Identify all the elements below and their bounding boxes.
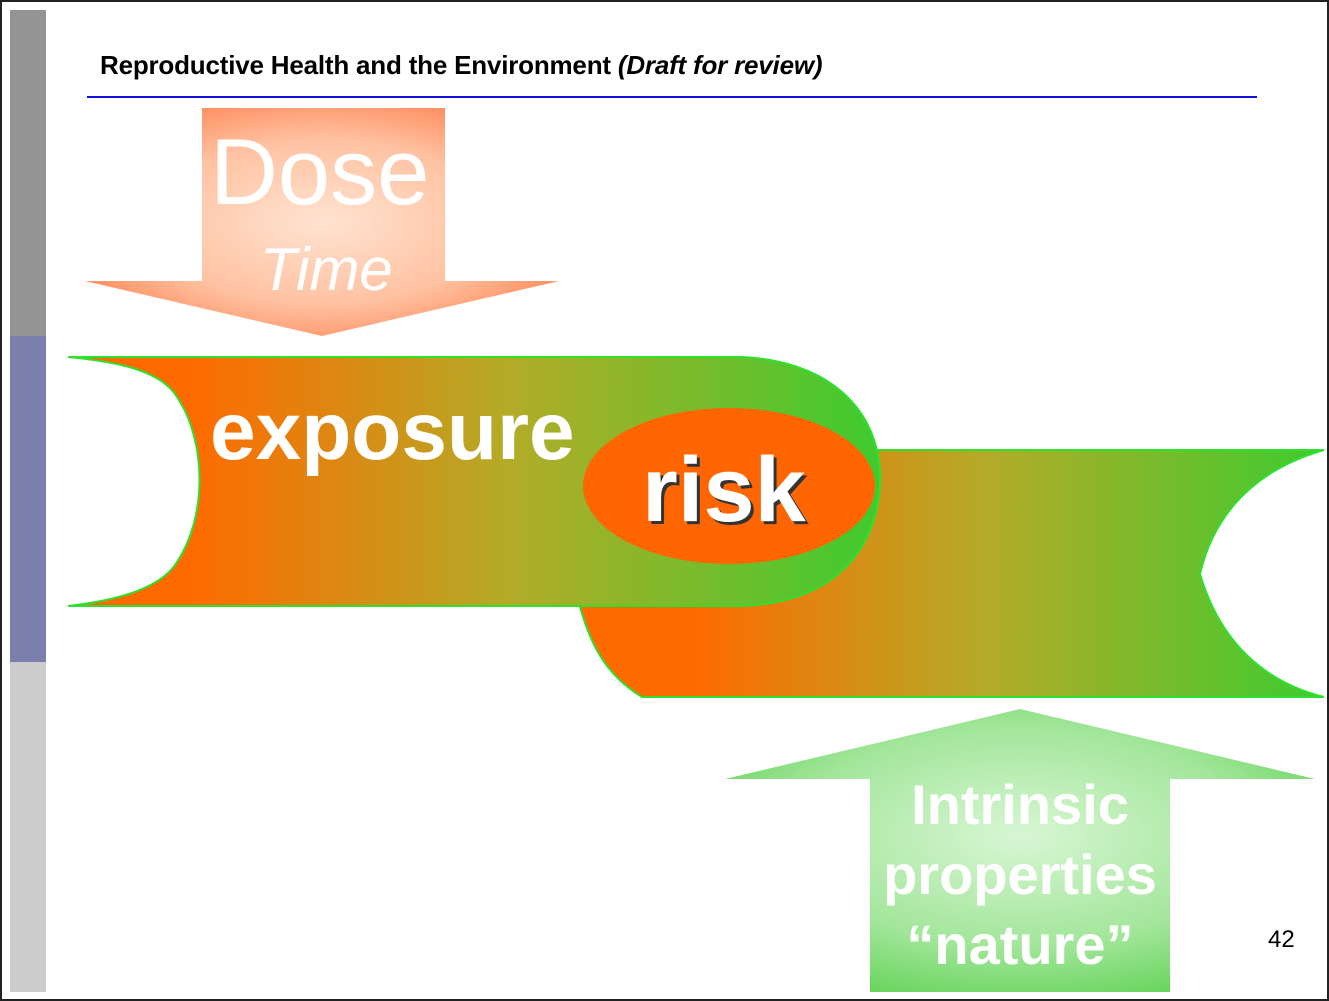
risk-label: risk (642, 439, 806, 541)
exposure-label: exposure (210, 386, 575, 477)
sidebar-segment-middle (10, 336, 46, 662)
intrinsic-arrow-icon (725, 709, 1315, 992)
risk-ellipse (583, 408, 875, 564)
dose-label: Dose (210, 119, 430, 224)
time-label: Time (260, 236, 393, 303)
slide-title: Reproductive Health and the Environment … (100, 50, 823, 81)
intrinsic-label-line-3: “nature” (906, 913, 1134, 976)
intrinsic-label-line-1: Intrinsic (911, 773, 1129, 836)
intrinsic-label-line-2: properties (883, 843, 1157, 906)
page-number: 42 (1268, 926, 1295, 953)
sidebar-segment-top (10, 10, 46, 336)
slide-title-draft-note: (Draft for review) (617, 50, 823, 80)
slide-title-main: Reproductive Health and the Environment (100, 50, 611, 80)
header-divider (87, 96, 1257, 98)
intrinsic-label: Intrinsic properties “nature” (870, 770, 1170, 980)
sidebar-segment-bottom (10, 662, 46, 992)
dose-arrow-icon (85, 108, 559, 336)
